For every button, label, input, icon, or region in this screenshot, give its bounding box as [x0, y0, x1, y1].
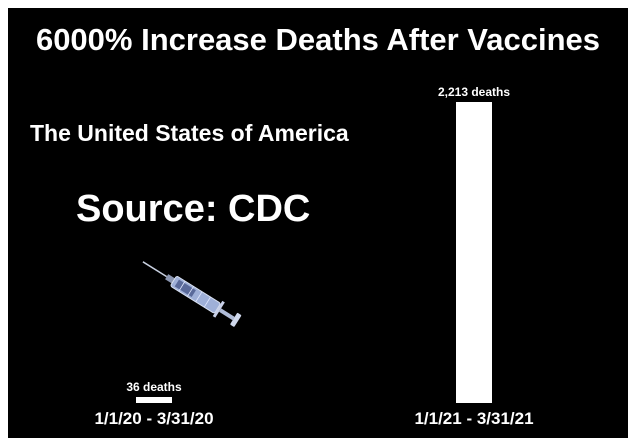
chart-background [8, 8, 628, 438]
chart-title: 6000% Increase Deaths After Vaccines [35, 22, 601, 57]
source-label: Source: CDC [76, 188, 311, 230]
country-subtitle: The United States of America [30, 120, 349, 146]
bar-1 [456, 102, 492, 403]
data-label-0: 36 deaths [126, 380, 182, 394]
syringe-icon [142, 261, 242, 327]
bar-0 [136, 397, 172, 403]
category-label-0: 1/1/20 - 3/31/20 [94, 409, 213, 428]
data-label-1: 2,213 deaths [438, 85, 510, 99]
category-label-1: 1/1/21 - 3/31/21 [414, 409, 533, 428]
